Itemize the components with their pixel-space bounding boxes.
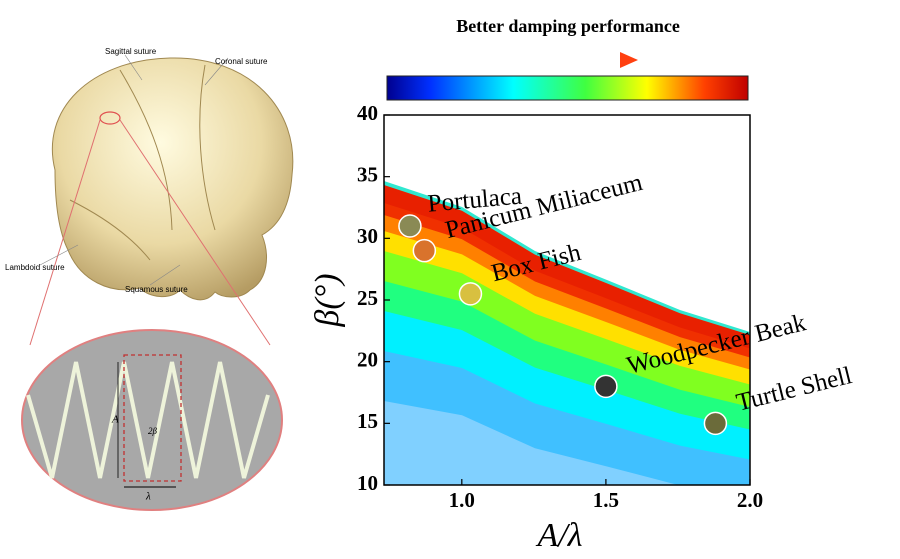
- skull-label: Sagittal suture: [105, 47, 157, 56]
- x-tick-label: 1.0: [449, 488, 475, 512]
- inset-label: A: [111, 414, 119, 426]
- species-marker: [398, 214, 422, 238]
- y-tick-label: 15: [357, 409, 378, 433]
- x-tick-label: 1.5: [593, 488, 619, 512]
- x-tick-label: 2.0: [737, 488, 763, 512]
- species-marker: [458, 282, 483, 306]
- y-tick-label: 40: [357, 101, 378, 125]
- x-axis-label: A/λ: [536, 517, 583, 554]
- chart-title: Better damping performance: [456, 16, 680, 36]
- species-marker: [594, 374, 618, 399]
- y-tick-label: 25: [357, 286, 378, 310]
- skull: [29, 54, 294, 346]
- y-axis-label: β(°): [309, 273, 346, 327]
- skull-label: Squamous suture: [125, 285, 188, 294]
- species-label: Turtle Shell: [734, 362, 855, 417]
- heatmap: [384, 115, 750, 485]
- y-tick-label: 30: [357, 224, 378, 248]
- skull-label: Coronal suture: [215, 57, 268, 66]
- species-marker: [703, 411, 728, 436]
- y-tick-label: 10: [357, 471, 378, 495]
- heat-band: [384, 401, 679, 485]
- arrow-head: [620, 52, 638, 68]
- inset-label: λ: [145, 491, 151, 503]
- inset-label: 2β: [148, 426, 158, 436]
- skull-label: Lambdoid suture: [5, 263, 65, 272]
- y-tick-label: 35: [357, 162, 378, 186]
- suture-inset: [21, 329, 283, 511]
- species-marker: [412, 238, 437, 263]
- colorbar: [386, 75, 749, 101]
- y-tick-label: 20: [357, 347, 378, 371]
